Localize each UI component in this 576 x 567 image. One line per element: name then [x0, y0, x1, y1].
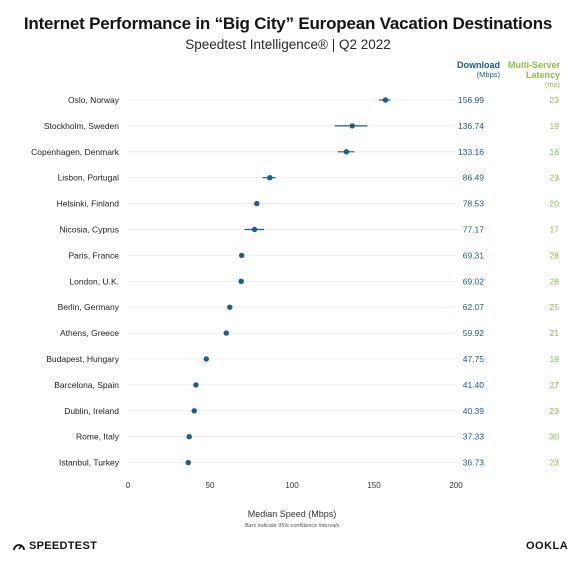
latency-value: 23 — [550, 458, 560, 468]
download-value: 78.53 — [463, 199, 485, 209]
confidence-interval-note: Bars indicate 95% confidence intervals — [244, 523, 340, 529]
latency-header-label-1: Multi-Server — [507, 60, 560, 70]
median-speed-point — [227, 304, 233, 310]
median-speed-point — [238, 252, 245, 259]
download-value: 36.73 — [463, 458, 485, 468]
download-value: 136.74 — [458, 121, 484, 131]
x-tick-label: 0 — [126, 481, 131, 490]
latency-value: 19 — [550, 354, 560, 364]
median-speed-point — [193, 382, 199, 388]
city-label: Paris, France — [68, 250, 119, 260]
latency-header-label-2: Latency — [525, 70, 560, 80]
download-value: 77.17 — [463, 225, 485, 235]
city-label: Stockholm, Sweden — [44, 121, 119, 131]
median-speed-point — [238, 278, 244, 284]
download-value: 40.39 — [463, 406, 485, 416]
download-value: 37.33 — [463, 432, 485, 442]
median-speed-point — [349, 123, 355, 129]
download-value: 133.16 — [458, 147, 484, 157]
latency-value: 19 — [550, 121, 560, 131]
median-speed-point — [203, 356, 210, 362]
x-axis-label: Median Speed (Mbps) — [247, 509, 337, 519]
download-value: 156.99 — [458, 95, 484, 105]
median-speed-point — [343, 149, 350, 155]
latency-value: 17 — [550, 225, 560, 235]
download-header-label: Download — [457, 60, 500, 70]
speedometer-icon — [13, 544, 25, 551]
median-speed-point — [185, 459, 191, 466]
city-label: Barcelona, Spain — [54, 380, 119, 390]
download-value: 59.92 — [463, 328, 485, 338]
median-speed-point — [382, 97, 389, 103]
x-tick-label: 200 — [449, 481, 463, 490]
latency-value: 23 — [550, 173, 560, 183]
city-label: Istanbul, Turkey — [59, 458, 120, 468]
chart-subtitle: Speedtest Intelligence® | Q2 2022 — [185, 37, 391, 52]
city-label: Athens, Greece — [60, 328, 119, 338]
latency-value: 25 — [550, 302, 560, 312]
city-label: Oslo, Norway — [68, 95, 120, 105]
city-label: Dublin, Ireland — [64, 406, 119, 416]
city-label: Rome, Italy — [76, 432, 120, 442]
download-value: 41.40 — [463, 380, 485, 390]
download-header-unit: (Mbps) — [476, 70, 500, 79]
latency-value: 28 — [550, 250, 560, 260]
median-speed-point — [254, 200, 260, 207]
latency-header-unit: (ms) — [545, 80, 560, 89]
x-tick-label: 150 — [367, 481, 381, 490]
x-tick-label: 100 — [285, 481, 299, 490]
latency-value: 27 — [550, 380, 560, 390]
download-value: 86.49 — [463, 173, 485, 183]
median-speed-point — [267, 175, 273, 181]
median-speed-point — [186, 434, 192, 440]
chart-title: Internet Performance in “Big City” Europ… — [23, 14, 553, 33]
latency-value: 21 — [550, 328, 560, 338]
city-label: Nicosia, Cyprus — [59, 225, 119, 235]
download-column-header: Download (Mbps) — [440, 60, 500, 80]
city-label: Lisbon, Portugal — [58, 173, 120, 183]
x-tick-label: 50 — [206, 481, 215, 490]
city-label: Copenhagen, Denmark — [31, 147, 120, 157]
city-label: Helsinki, Finland — [57, 199, 120, 209]
download-value: 69.31 — [463, 250, 485, 260]
latency-value: 18 — [550, 147, 560, 157]
city-label: London, U.K. — [69, 276, 119, 286]
speedtest-logo-text: SPEEDTEST — [29, 540, 98, 552]
median-speed-point — [251, 226, 258, 233]
download-value: 62.07 — [463, 302, 485, 312]
latency-column-header: Multi-Server Latency (ms) — [500, 60, 560, 90]
city-label: Berlin, Germany — [58, 302, 120, 312]
city-label: Budapest, Hungary — [46, 354, 120, 364]
download-value: 69.02 — [463, 276, 485, 286]
latency-value: 23 — [550, 95, 560, 105]
latency-value: 23 — [550, 406, 560, 416]
download-value: 47.75 — [463, 354, 485, 364]
latency-value: 28 — [550, 276, 560, 286]
speedtest-logo: SPEEDTEST — [13, 540, 97, 552]
ookla-logo: OOKLA — [526, 540, 569, 552]
median-speed-point — [223, 330, 229, 336]
latency-value: 20 — [550, 199, 560, 209]
latency-value: 30 — [550, 432, 560, 442]
median-speed-point — [191, 408, 197, 414]
